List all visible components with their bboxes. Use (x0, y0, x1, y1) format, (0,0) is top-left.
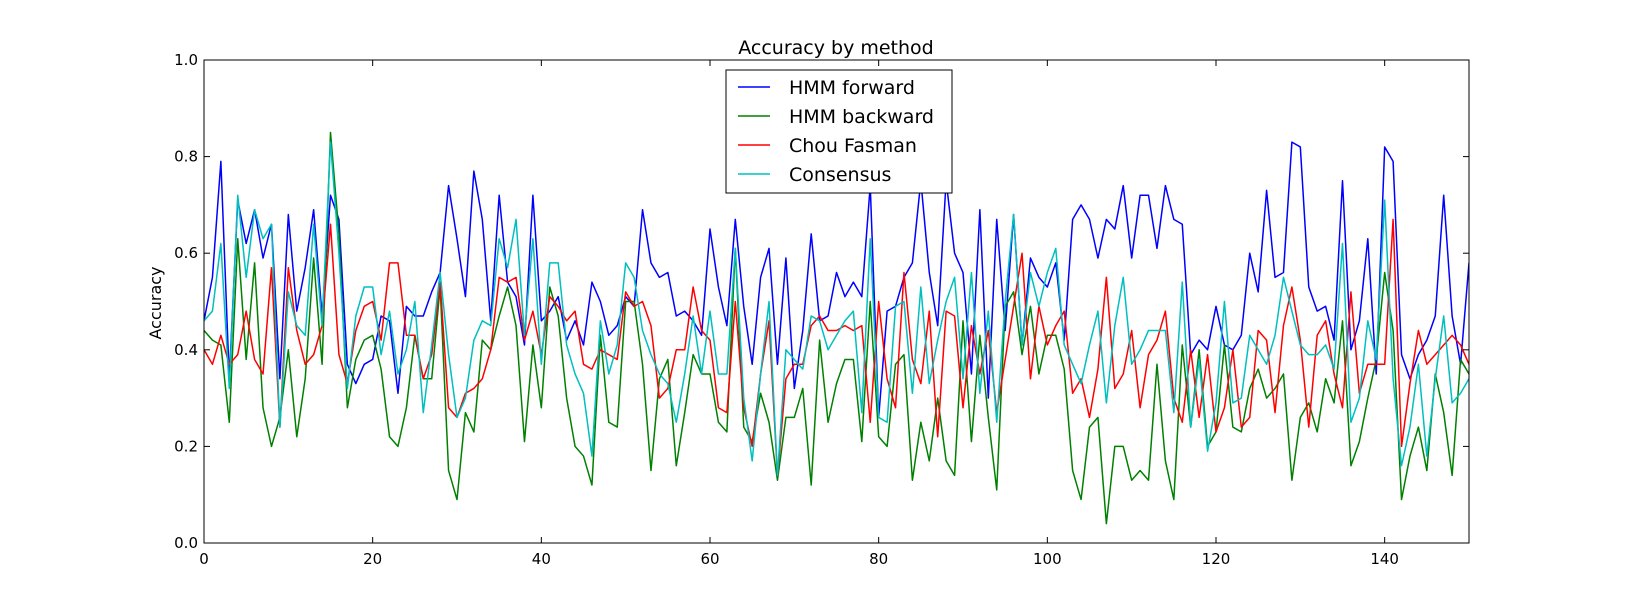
series-line-hmm-forward (204, 141, 1469, 419)
series-layer (204, 131, 1469, 525)
y-tick-label: 0.6 (174, 244, 198, 262)
series-line-chou-fasman (204, 218, 1469, 477)
axis-ticks: 0 20 40 60 80 100 120 140 0.0 0.2 0.4 0.6 0.8 1.0 (174, 51, 1469, 568)
y-axis-label: Accuracy (146, 266, 165, 339)
y-tick-label: 0.0 (174, 534, 198, 552)
series-line-consensus (204, 141, 1469, 477)
y-tick-label: 0.2 (174, 437, 198, 455)
x-tick-label: 80 (869, 550, 888, 568)
legend-label: HMM forward (789, 77, 915, 99)
legend-label: Consensus (789, 164, 891, 186)
x-tick-label: 0 (199, 550, 209, 568)
y-tick-label: 0.4 (174, 341, 198, 359)
x-tick-label: 140 (1370, 550, 1399, 568)
x-tick-label: 20 (363, 550, 382, 568)
x-tick-label: 120 (1202, 550, 1231, 568)
plot-area-frame (203, 59, 1470, 544)
x-tick-label: 40 (532, 550, 551, 568)
y-tick-label: 0.8 (174, 148, 198, 166)
legend-label: HMM backward (789, 106, 934, 128)
x-tick-label: 100 (1033, 550, 1062, 568)
legend-label: Chou Fasman (789, 135, 917, 157)
legend: HMM forward HMM backward Chou Fasman Consen… (725, 69, 953, 194)
legend-frame (725, 69, 953, 194)
chart-title: Accuracy by method (738, 37, 934, 59)
x-tick-label: 60 (700, 550, 719, 568)
y-tick-label: 1.0 (174, 51, 198, 69)
